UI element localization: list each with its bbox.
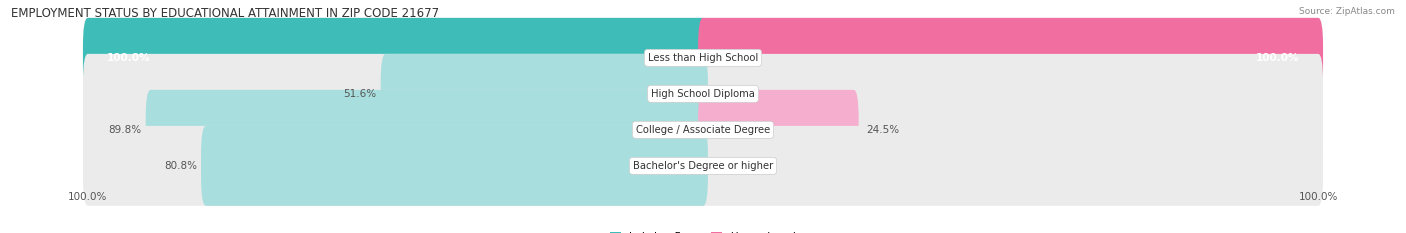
Text: High School Diploma: High School Diploma [651, 89, 755, 99]
Text: 100.0%: 100.0% [107, 53, 150, 63]
FancyBboxPatch shape [201, 126, 707, 206]
Text: 100.0%: 100.0% [1256, 53, 1299, 63]
Text: 0.0%: 0.0% [716, 161, 741, 171]
FancyBboxPatch shape [697, 18, 1323, 98]
Text: 51.6%: 51.6% [343, 89, 377, 99]
FancyBboxPatch shape [83, 18, 707, 98]
Text: EMPLOYMENT STATUS BY EDUCATIONAL ATTAINMENT IN ZIP CODE 21677: EMPLOYMENT STATUS BY EDUCATIONAL ATTAINM… [11, 7, 439, 20]
FancyBboxPatch shape [697, 90, 1323, 170]
FancyBboxPatch shape [697, 18, 1323, 98]
FancyBboxPatch shape [83, 90, 707, 170]
FancyBboxPatch shape [697, 90, 859, 170]
Text: Less than High School: Less than High School [648, 53, 758, 63]
FancyBboxPatch shape [83, 126, 707, 206]
Text: 24.5%: 24.5% [866, 125, 898, 135]
Text: 100.0%: 100.0% [1298, 192, 1339, 202]
Text: College / Associate Degree: College / Associate Degree [636, 125, 770, 135]
FancyBboxPatch shape [381, 54, 709, 134]
Text: 80.8%: 80.8% [163, 161, 197, 171]
Text: 100.0%: 100.0% [67, 192, 108, 202]
FancyBboxPatch shape [697, 54, 1323, 134]
FancyBboxPatch shape [83, 54, 707, 134]
Text: Source: ZipAtlas.com: Source: ZipAtlas.com [1299, 7, 1395, 16]
Text: 89.8%: 89.8% [108, 125, 142, 135]
FancyBboxPatch shape [697, 126, 1323, 206]
FancyBboxPatch shape [83, 18, 707, 98]
Text: 0.0%: 0.0% [716, 89, 741, 99]
FancyBboxPatch shape [146, 90, 707, 170]
Text: Bachelor's Degree or higher: Bachelor's Degree or higher [633, 161, 773, 171]
Legend: In Labor Force, Unemployed: In Labor Force, Unemployed [606, 228, 800, 233]
